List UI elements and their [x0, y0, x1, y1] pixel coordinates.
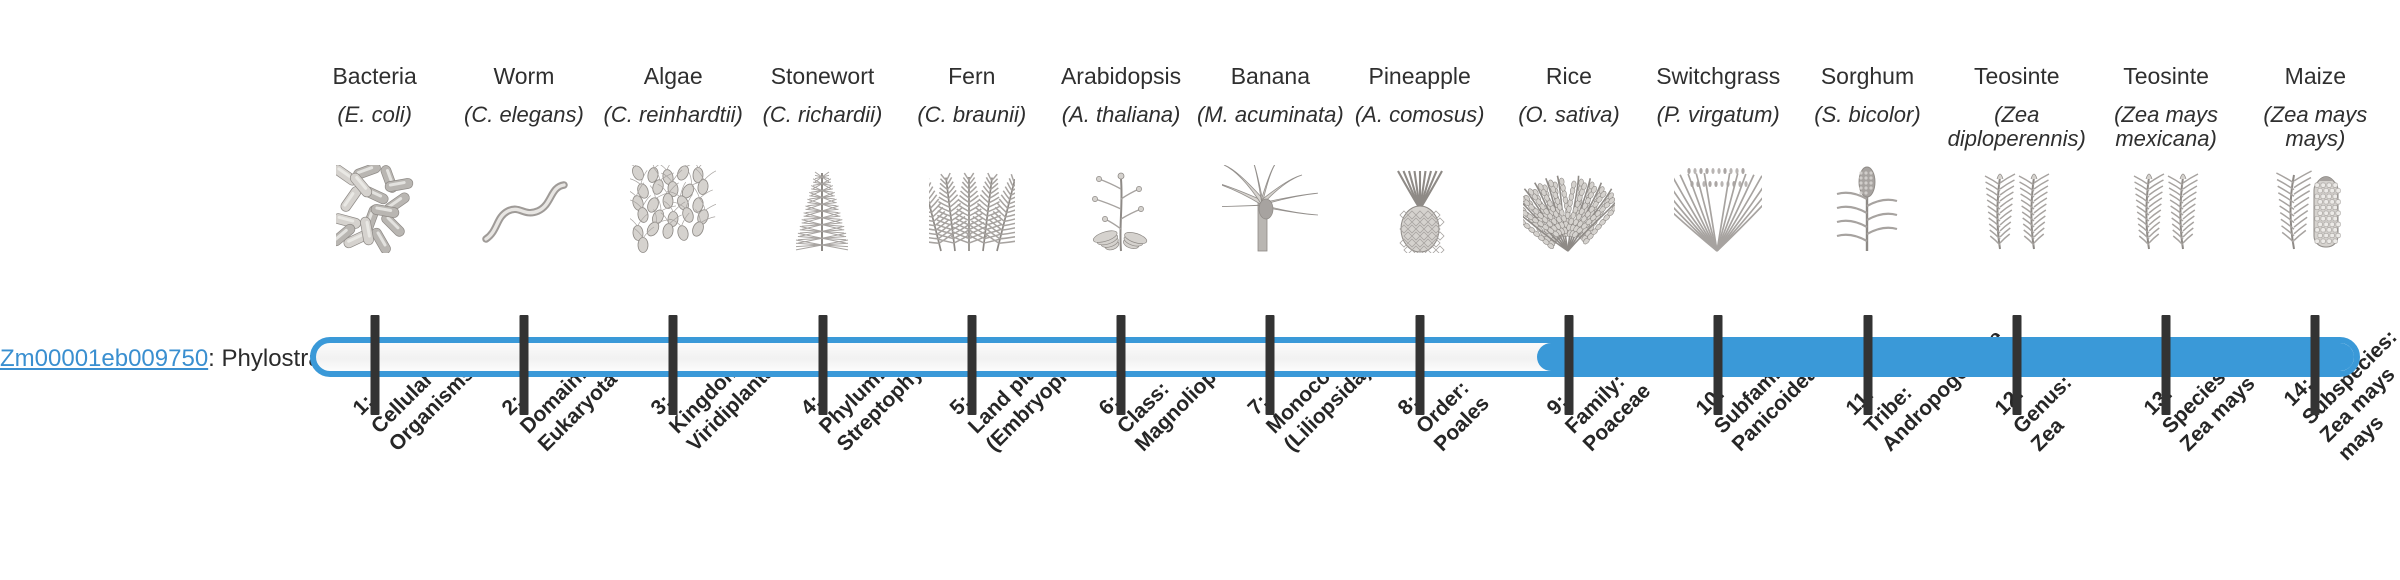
species-common-name: Teosinte [2123, 63, 2209, 89]
species-common-name: Stonewort [770, 63, 875, 89]
species-scientific-name: (Zea mays mays) [2263, 102, 2368, 151]
species-column: Banana (M. acuminata) [1196, 0, 1345, 580]
fern-frond-illustration [928, 163, 1015, 253]
nematode-worm-illustration [476, 163, 572, 253]
species-scientific-name: (C. reinhardtii) [603, 102, 743, 127]
species-column: Stonewort (C. richardii) [748, 0, 897, 580]
rice-plant-illustration [1522, 163, 1615, 253]
gene-label-separator: : [208, 345, 222, 372]
species-common-name: Pineapple [1368, 63, 1471, 89]
species-scientific-name: (M. acuminata) [1196, 102, 1344, 127]
species-common-name: Teosinte [1973, 63, 2060, 89]
species-common-name: Rice [1545, 63, 1592, 89]
species-scientific-name: (Zea diploperennis) [1947, 102, 2086, 151]
bacteria-illustration [335, 163, 414, 253]
stonewort-illustration [783, 163, 861, 253]
teosinte-ears-illustration [1977, 163, 2057, 253]
species-scientific-name: (S. bicolor) [1814, 102, 1921, 127]
species-column: Algae (C. reinhardtii) [599, 0, 748, 580]
species-scientific-name: (C. braunii) [917, 102, 1027, 127]
species-scientific-name: (C. elegans) [464, 102, 584, 127]
species-column: Rice (O. sativa) [1494, 0, 1643, 580]
species-column: Maize (Zea mays mays) [2241, 0, 2390, 580]
species-common-name: Worm [493, 63, 555, 89]
species-common-name: Arabidopsis [1060, 63, 1182, 89]
gene-accession-link[interactable]: Zm00001eb009750 [0, 345, 209, 372]
phylostratum-bar-fill [1536, 343, 2354, 371]
species-scientific-name: (C. richardii) [762, 102, 883, 127]
species-scientific-name: (E. coli) [337, 102, 412, 127]
maize-ear-illustration [2275, 163, 2355, 253]
species-scientific-name: (O. sativa) [1518, 102, 1620, 127]
species-common-name: Fern [948, 63, 996, 89]
species-scientific-name: (A. thaliana) [1061, 102, 1181, 127]
algae-cells-illustration [630, 163, 717, 253]
species-columns: 1: Cellular Organisms Bacteria (E. coli) [300, 0, 2400, 580]
species-column: Arabidopsis (A. thaliana) [1046, 0, 1195, 580]
teosinte-mexicana-ears-illustration [2126, 163, 2206, 253]
species-common-name: Bacteria [332, 63, 417, 89]
gene-phylostratum-label: Zm00001eb009750: Phylostratum 9 [0, 345, 382, 373]
banana-tree-illustration [1222, 163, 1319, 253]
species-scientific-name: (Zea mays mexicana) [2114, 102, 2219, 151]
species-common-name: Sorghum [1820, 63, 1915, 89]
pineapple-illustration [1385, 163, 1455, 253]
species-common-name: Algae [643, 63, 703, 89]
species-column: Teosinte (Zea mays mexicana) [2091, 0, 2240, 580]
species-common-name: Switchgrass [1656, 63, 1781, 89]
species-column: Sorghum (S. bicolor) [1793, 0, 1942, 580]
species-column: Switchgrass (P. virgatum) [1644, 0, 1793, 580]
species-column: Teosinte (Zea diploperennis) [1942, 0, 2091, 580]
phylostratum-bar[interactable] [310, 337, 2360, 377]
species-common-name: Banana [1230, 63, 1310, 89]
arabidopsis-plant-illustration [1080, 163, 1162, 253]
species-column: Worm (C. elegans) [449, 0, 598, 580]
species-scientific-name: (A. comosus) [1354, 102, 1485, 127]
phylostratum-bar-track[interactable] [310, 337, 2360, 377]
species-column: Pineapple (A. comosus) [1345, 0, 1494, 580]
sorghum-illustration [1828, 163, 1906, 253]
switchgrass-illustration [1674, 163, 1763, 253]
species-column: Bacteria (E. coli) [300, 0, 449, 580]
species-common-name: Maize [2284, 63, 2347, 89]
species-column: Fern (C. braunii) [897, 0, 1046, 580]
species-scientific-name: (P. virgatum) [1656, 102, 1780, 127]
